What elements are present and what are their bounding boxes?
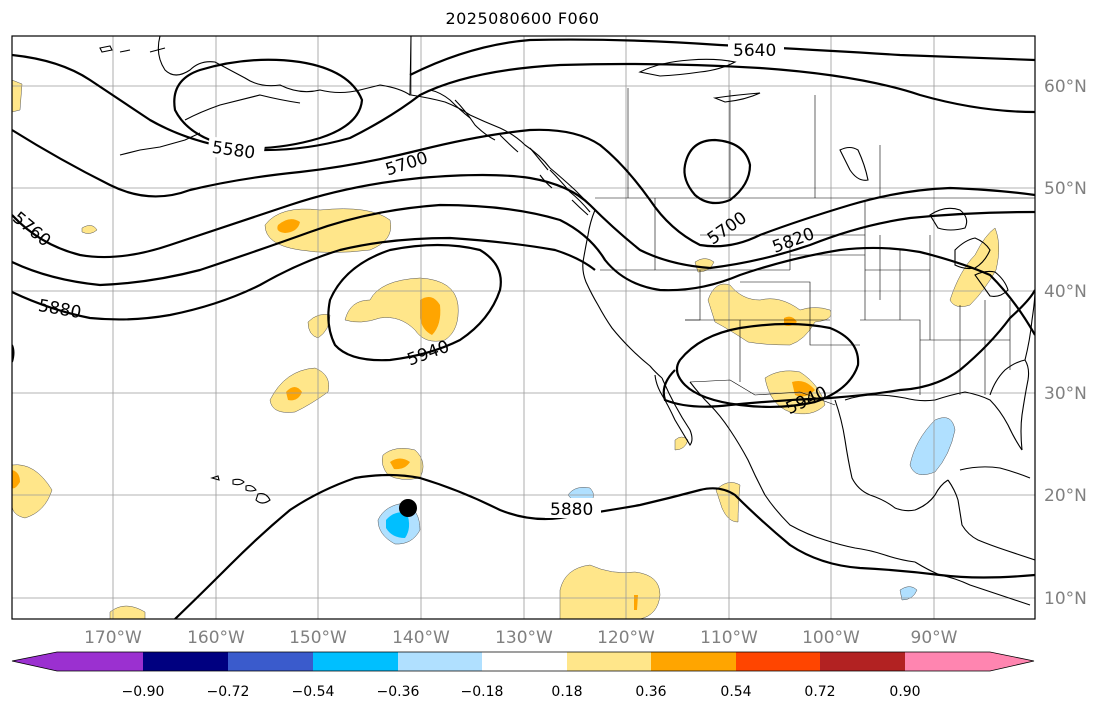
shade-positive: [674, 436, 689, 451]
colorbar-segment: [651, 652, 736, 671]
colorbar-segment: [736, 652, 820, 671]
contour-5700: [12, 128, 1035, 248]
colorbar-extend-low: [12, 652, 57, 671]
lat-label: 30°N: [1044, 384, 1087, 404]
plot-area: [12, 36, 1035, 619]
lon-label: 110°W: [700, 628, 758, 648]
lon-label: 130°W: [495, 628, 553, 648]
graticule: [12, 36, 1035, 619]
colorbar-tick-label: 0.90: [889, 684, 920, 700]
contour-5700-closed: [683, 138, 752, 205]
shade-moderate: [277, 219, 300, 233]
colorbar-tick-label: 0.36: [635, 684, 666, 700]
lon-label: 160°W: [187, 628, 245, 648]
colorbar-tick-label: 0.54: [720, 684, 751, 700]
contour-label: 5880: [550, 500, 593, 520]
map-title: 2025080600 F060: [445, 9, 600, 28]
contour-5640: [409, 38, 1035, 76]
colorbar-tick-label: −0.90: [122, 684, 165, 700]
colorbar-segment: [820, 652, 905, 671]
contour-5880-north: [12, 236, 596, 321]
colorbar-segment: [313, 652, 398, 671]
contour-5760: [12, 173, 1035, 270]
shade-positive: [12, 79, 23, 113]
lon-label: 140°W: [392, 628, 450, 648]
colorbar-segment: [482, 652, 567, 671]
lon-label: 90°W: [911, 628, 958, 648]
lat-label: 50°N: [1044, 179, 1087, 199]
contour-5940-pacific: [327, 243, 502, 362]
lon-label: 100°W: [802, 628, 860, 648]
shade-positive: [694, 258, 715, 273]
lat-label: 60°N: [1044, 77, 1087, 97]
shade-moderate: [420, 296, 441, 335]
map-frame: [11, 35, 1036, 620]
contour-5880-east: [662, 289, 1035, 408]
lat-label: 40°N: [1044, 282, 1087, 302]
shade-negative-strong: [386, 512, 410, 538]
colorbar-tick-label: 0.18: [551, 684, 582, 700]
anomaly-shading: [12, 79, 999, 619]
colorbar-segment: [905, 652, 990, 671]
colorbar-segment: [398, 652, 482, 671]
colorbar-ticks: −0.90 −0.72 −0.54 −0.36 −0.18 0.18 0.36 …: [122, 684, 921, 700]
lon-label: 170°W: [84, 628, 142, 648]
shade-moderate: [634, 595, 638, 610]
lon-label: 120°W: [597, 628, 655, 648]
colorbar-tick-label: −0.36: [377, 684, 420, 700]
contour-5940-us: [675, 322, 860, 408]
colorbar-tick-label: −0.72: [207, 684, 250, 700]
shade-positive: [307, 314, 331, 339]
colorbar-segment: [567, 652, 651, 671]
storm-marker-dot: [399, 499, 417, 517]
colorbar-tick-label: 0.72: [804, 684, 835, 700]
contour-5820: [12, 203, 1035, 336]
lat-label: 20°N: [1044, 486, 1087, 506]
colorbar-segment: [143, 652, 228, 671]
latitude-labels: 60°N 50°N 40°N 30°N 20°N 10°N: [1044, 77, 1087, 609]
shade-moderate: [12, 470, 20, 489]
colorbar-tick-label: −0.18: [461, 684, 504, 700]
contour-label: 5640: [733, 41, 776, 61]
colorbar: −0.90 −0.72 −0.54 −0.36 −0.18 0.18 0.36 …: [11, 651, 1035, 700]
shade-moderate: [390, 458, 410, 470]
lon-label: 150°W: [289, 628, 347, 648]
shade-negative: [899, 586, 918, 601]
shade-positive: [12, 464, 53, 519]
lat-label: 10°N: [1044, 589, 1087, 609]
shade-moderate: [286, 387, 302, 401]
contour-5640-west: [12, 53, 1035, 152]
colorbar-tick-label: −0.54: [292, 684, 335, 700]
shade-positive: [264, 208, 392, 253]
colorbar-extend-high: [990, 652, 1034, 671]
shade-positive: [81, 225, 98, 234]
shade-negative: [909, 417, 956, 476]
shade-positive: [949, 227, 999, 307]
colorbar-segment: [228, 652, 313, 671]
colorbar-segment: [57, 652, 143, 671]
shade-positive: [707, 283, 832, 346]
longitude-labels: 170°W 160°W 150°W 140°W 130°W 120°W 110°…: [84, 628, 958, 648]
shade-positive: [715, 482, 741, 523]
shade-positive: [109, 605, 146, 619]
political-borders: [410, 36, 1035, 406]
